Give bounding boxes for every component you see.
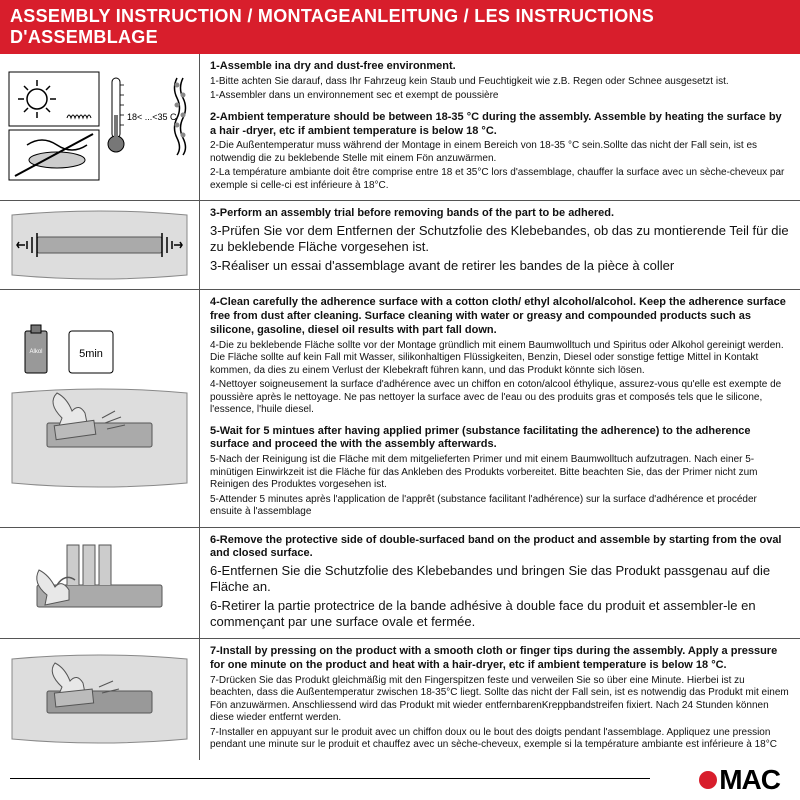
svg-text:5min: 5min (79, 348, 103, 360)
clean-wait-icon: Alkol 5min (7, 323, 192, 493)
instruction-line: 7-Install by pressing on the product wit… (210, 645, 790, 673)
footer-divider (10, 778, 650, 780)
press-icon (7, 649, 192, 749)
peel-icon (7, 535, 192, 630)
svg-text:Alkol: Alkol (29, 349, 42, 355)
instruction-line: 1-Assemble ina dry and dust-free environ… (210, 60, 790, 74)
instruction-line: 3-Perform an assembly trial before remov… (210, 207, 790, 221)
instruction-row: 6-Remove the protective side of double-s… (0, 528, 800, 640)
instruction-line: 5-Wait for 5 mintues after having applie… (210, 425, 790, 453)
step-text: 3-Perform an assembly trial before remov… (200, 201, 800, 289)
svg-text:18< ...<35 C: 18< ...<35 C (127, 112, 177, 122)
instruction-line: 2-La température ambiante doit être comp… (210, 167, 790, 192)
step-text: 1-Assemble ina dry and dust-free environ… (200, 54, 800, 200)
instruction-line: 6-Entfernen Sie die Schutzfolie des Kleb… (210, 563, 790, 596)
instruction-line: 1-Bitte achten Sie darauf, dass Ihr Fahr… (210, 76, 790, 89)
instruction-line: 3-Prüfen Sie vor dem Entfernen der Schut… (210, 223, 790, 256)
instruction-line: 7-Drücken Sie das Produkt gleichmäßig mi… (210, 675, 790, 725)
sun-temp-icon: 18< ...<35 C (7, 70, 192, 185)
instruction-line: 5-Attender 5 minutes après l'application… (210, 494, 790, 519)
trial-icon (7, 205, 192, 285)
instruction-line: 6-Retirer la partie protectrice de la ba… (210, 598, 790, 631)
instruction-row: 3-Perform an assembly trial before remov… (0, 201, 800, 290)
instruction-line: 4-Die zu beklebende Fläche sollte vor de… (210, 340, 790, 378)
instruction-row: 18< ...<35 C 1-Assemble ina dry and dust… (0, 54, 800, 201)
step-text: 7-Install by pressing on the product wit… (200, 639, 800, 760)
logo-text: MAC (719, 764, 780, 796)
instruction-line: 7-Installer en appuyant sur le produit a… (210, 727, 790, 752)
instruction-line: 5-Nach der Reinigung ist die Fläche mit … (210, 454, 790, 492)
instruction-line: 2-Ambient temperature should be between … (210, 111, 790, 139)
instruction-row: Alkol 5min 4-Clean carefully the adheren… (0, 290, 800, 527)
instruction-rows: 18< ...<35 C 1-Assemble ina dry and dust… (0, 54, 800, 760)
step-icon-cell: Alkol 5min (0, 290, 200, 526)
brand-logo: MAC (699, 764, 780, 796)
instruction-line: 4-Clean carefully the adherence surface … (210, 296, 790, 337)
logo-dot-icon (699, 771, 717, 789)
footer: MAC (0, 760, 800, 796)
instruction-line: 3-Réaliser un essai d'assemblage avant d… (210, 258, 790, 274)
instruction-line: 6-Remove the protective side of double-s… (210, 534, 790, 562)
step-text: 6-Remove the protective side of double-s… (200, 528, 800, 639)
instruction-line: 2-Die Außentemperatur muss während der M… (210, 140, 790, 165)
instruction-row: 7-Install by pressing on the product wit… (0, 639, 800, 760)
step-icon-cell: 18< ...<35 C (0, 54, 200, 200)
step-icon-cell (0, 528, 200, 639)
page-header: ASSEMBLY INSTRUCTION / MONTAGEANLEITUNG … (0, 0, 800, 54)
instruction-line: 4-Nettoyer soigneusement la surface d'ad… (210, 379, 790, 417)
instruction-line: 1-Assembler dans un environnement sec et… (210, 90, 790, 103)
step-icon-cell (0, 201, 200, 289)
step-text: 4-Clean carefully the adherence surface … (200, 290, 800, 526)
step-icon-cell (0, 639, 200, 760)
